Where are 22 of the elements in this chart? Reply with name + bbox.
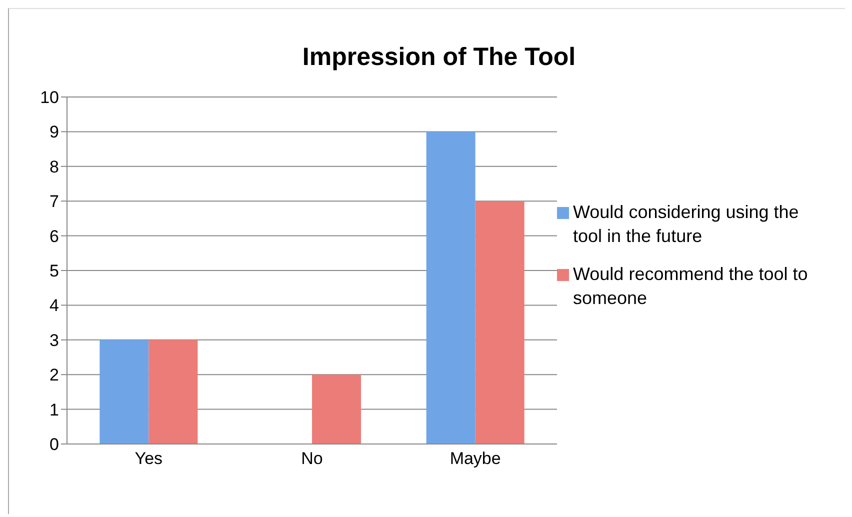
- bar: [148, 340, 198, 444]
- y-tick-label: 5: [50, 262, 59, 281]
- bar: [312, 374, 361, 444]
- bar: [475, 201, 524, 444]
- x-tick-label: Yes: [134, 449, 163, 468]
- y-tick-label: 7: [50, 192, 59, 212]
- y-tick-label: 10: [40, 88, 59, 108]
- legend-label: Would recommend the tool to someone: [573, 262, 809, 310]
- y-tick-label: 4: [50, 296, 59, 316]
- chart-title: Impression of The Tool: [301, 43, 577, 72]
- bar: [100, 340, 149, 444]
- y-tick-label: 6: [50, 226, 59, 246]
- y-tick-label: 8: [50, 157, 59, 176]
- y-tick-label: 9: [50, 122, 59, 142]
- y-tick-label: 2: [50, 366, 59, 385]
- x-tick-label: Maybe: [450, 449, 501, 468]
- bar: [426, 132, 476, 444]
- y-tick-label: 0: [50, 435, 59, 454]
- x-tick-label: No: [301, 449, 323, 468]
- legend-label: Would considering using the tool in the future: [573, 200, 800, 248]
- y-tick-label: 1: [50, 400, 59, 420]
- y-tick-label: 3: [50, 330, 59, 350]
